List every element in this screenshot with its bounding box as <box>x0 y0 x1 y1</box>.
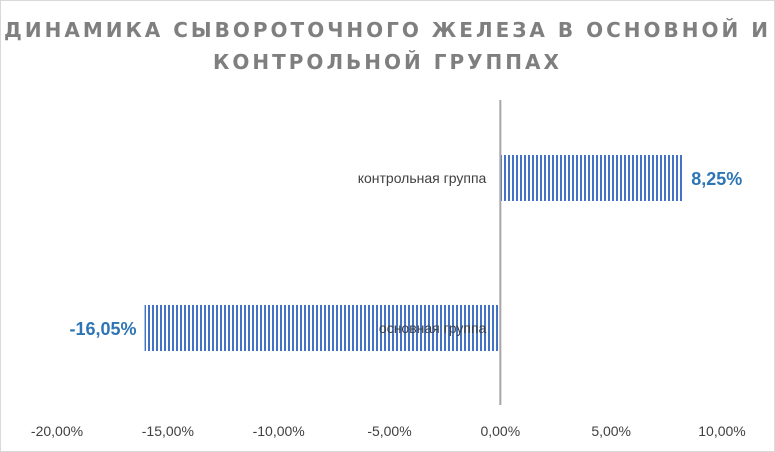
x-tick-label: 5,00% <box>591 423 631 439</box>
x-tick-label: -10,00% <box>253 423 305 439</box>
category-label-1: контрольная группа <box>358 170 487 186</box>
category-label-2: основная группа <box>379 320 487 336</box>
data-label-2: -16,05% <box>70 319 137 339</box>
x-tick-label: 10,00% <box>698 423 745 439</box>
data-label-1: 8,25% <box>691 169 742 189</box>
x-tick-label: 0,00% <box>480 423 520 439</box>
bar-1 <box>500 155 684 201</box>
chart-title: ДИНАМИКА СЫВОРОТОЧНОГО ЖЕЛЕЗА В ОСНОВНОЙ… <box>4 18 771 74</box>
bar-2 <box>144 305 501 351</box>
x-tick-label: -15,00% <box>142 423 194 439</box>
x-tick-label: -20,00% <box>31 423 83 439</box>
x-tick-label: -5,00% <box>367 423 411 439</box>
